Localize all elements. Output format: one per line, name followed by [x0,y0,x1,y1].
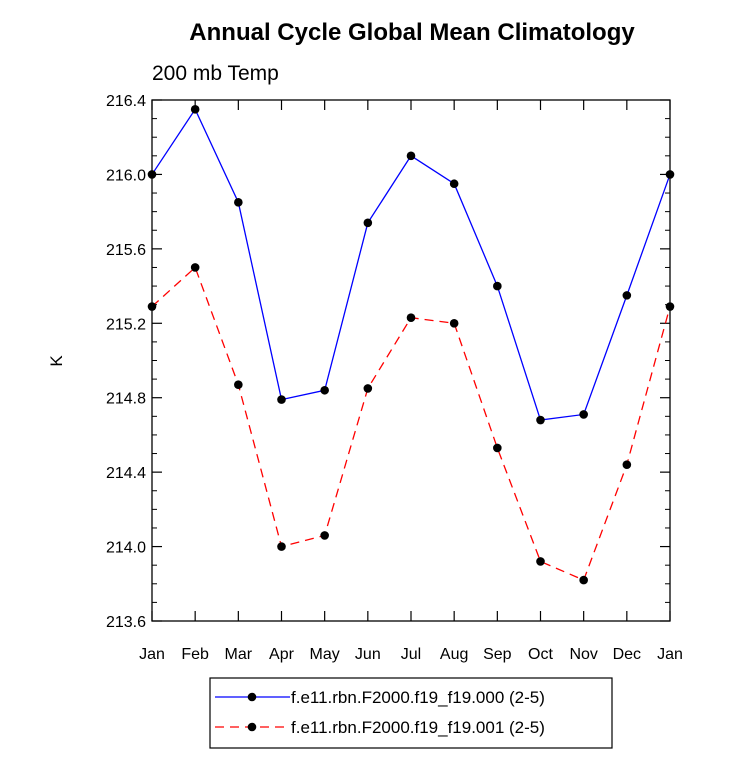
legend: f.e11.rbn.F2000.f19_f19.000 (2-5) f.e11.r… [209,677,613,749]
x-tick-label: Mar [225,646,253,663]
data-point-s1-2 [234,380,243,389]
data-point-s0-7 [449,179,459,189]
y-tick-label: 215.6 [106,242,146,259]
x-tick-label: Jan [139,646,165,663]
data-point-s1-9 [536,557,545,566]
y-tick-label: 214.8 [106,391,146,408]
y-tick-label: 214.4 [106,465,146,482]
x-tick-label: Dec [613,646,641,663]
y-tick-label: 216.0 [106,167,146,184]
data-point-s0-9 [536,415,545,425]
chart-subtitle: 200 mb Temp [152,62,279,85]
legend-label-1: f.e11.rbn.F2000.f19_f19.001 (2-5) [291,718,545,737]
x-tick-label: Jun [355,646,381,663]
y-tick-label: 214.0 [106,540,146,557]
data-point-s0-5 [363,218,373,228]
data-point-s1-3 [277,542,286,551]
data-point-s0-8 [493,281,502,291]
data-point-s1-7 [449,318,459,328]
legend-marker-0 [247,692,257,702]
data-point-s0-10 [579,410,588,419]
x-tick-label: Oct [528,646,553,663]
data-point-s1-10 [579,575,588,585]
y-tick-label: 215.2 [106,316,146,333]
x-tick-label: Aug [440,646,468,663]
data-point-s0-6 [406,151,416,161]
x-tick-label: Feb [181,646,209,663]
data-point-s0-1 [190,105,200,114]
data-point-s0-11 [622,291,632,300]
data-point-s1-4 [320,531,329,540]
chart-title: Annual Cycle Global Mean Climatology [189,19,635,46]
plot-frame [151,99,671,622]
data-point-s0-2 [234,198,243,207]
x-tick-label: Apr [269,646,295,663]
data-point-s0-4 [320,385,329,395]
data-point-s1-11 [622,460,632,470]
x-tick-label: Jan [657,646,683,663]
series-layer [147,105,675,585]
x-tick-label: Nov [569,646,597,663]
y-tick-label: 216.4 [106,93,146,110]
x-tick-label: Jul [401,646,421,663]
y-tick-label: 213.6 [106,614,146,631]
data-point-s0-3 [277,395,286,404]
x-tick-label: Sep [483,646,512,663]
data-point-s1-6 [406,313,416,323]
y-axis-label: K [47,355,66,367]
x-axis-ticks: Jan Feb Mar Apr May Jun Jul Aug Sep Oct Nov Dec Jan [139,100,683,663]
legend-label-0: f.e11.rbn.F2000.f19_f19.000 (2-5) [291,688,545,707]
legend-marker-1 [247,722,257,732]
data-point-s1-5 [363,384,373,393]
legend-box [209,677,613,749]
data-point-s1-1 [190,263,200,272]
data-point-s1-8 [493,443,502,453]
y-axis-ticks: 213.6 214.0 214.4 214.8 215.2 215.6 216.0 216.4 [106,93,670,631]
x-tick-label: May [310,646,340,663]
